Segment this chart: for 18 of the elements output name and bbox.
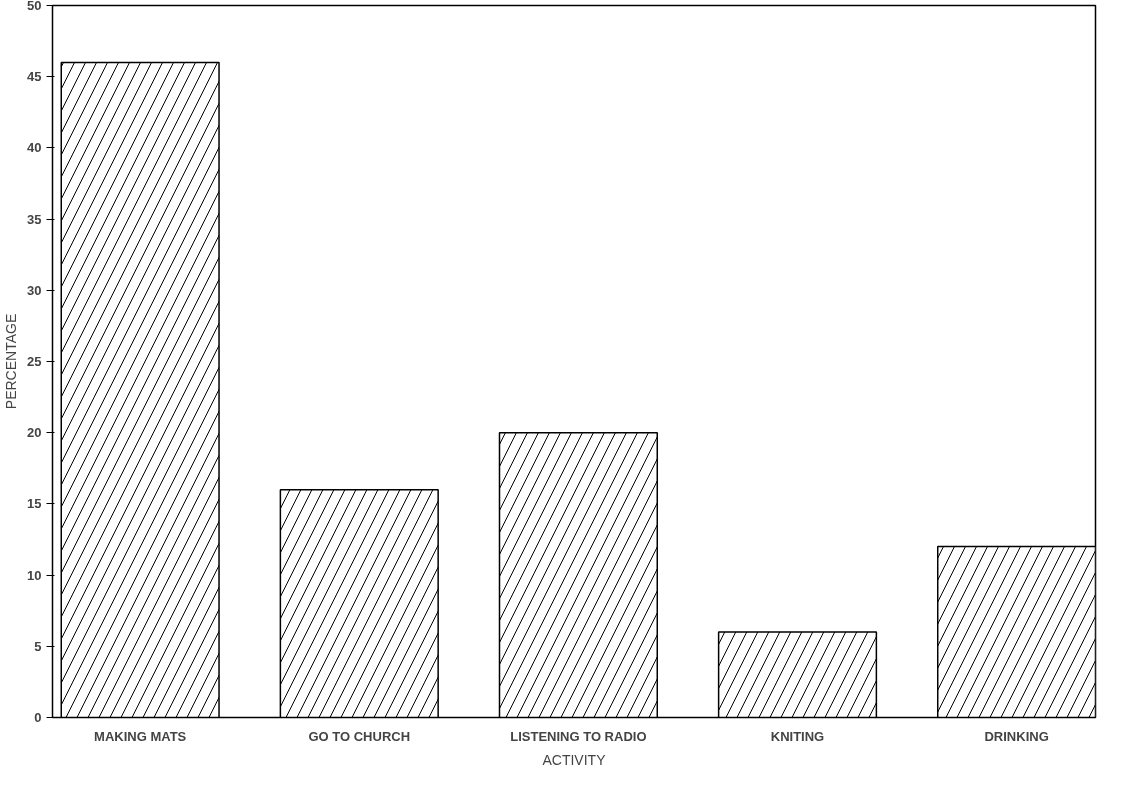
y-tick-label: 35 [27,211,42,227]
y-tick-label: 0 [34,710,42,725]
y-tick-label: 50 [27,0,42,13]
y-tick-label: 25 [27,354,42,369]
x-axis-title: ACTIVITY [542,751,607,768]
y-tick-label: 20 [27,425,42,441]
y-tick-label: 40 [27,140,42,156]
x-tick-label: GO TO CHURCH [308,728,411,744]
y-tick-label: 45 [27,69,42,85]
y-axis-title: PERCENTAGE [3,313,20,410]
y-tick-label: 10 [27,567,42,583]
x-tick-label: MAKING MATS [94,728,187,744]
x-tick-label: DRINKING [984,728,1049,744]
y-tick-label: 5 [34,638,42,654]
y-tick-label: 30 [27,282,42,298]
x-tick-label: LISTENING TO RADIO [510,728,647,744]
y-tick-label: 15 [27,496,42,512]
x-tick-label: KNITING [770,728,825,744]
